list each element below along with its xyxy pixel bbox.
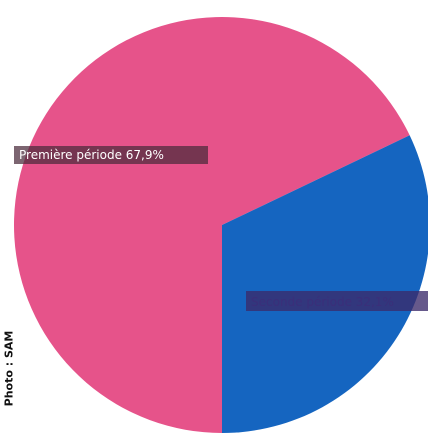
pie-slice-1 — [13, 17, 410, 434]
photo-credit-text: Photo : SAM — [2, 330, 16, 407]
slice-label-box-1 — [14, 146, 208, 164]
pie-slice-2 — [222, 135, 428, 433]
slice-label-box-2 — [246, 291, 428, 311]
slice-label-1: Première période 67,9% — [19, 148, 164, 162]
photo-credit: Photo : SAM — [0, 306, 18, 431]
slice-label-2: Seconde période 32,1% — [251, 295, 394, 309]
